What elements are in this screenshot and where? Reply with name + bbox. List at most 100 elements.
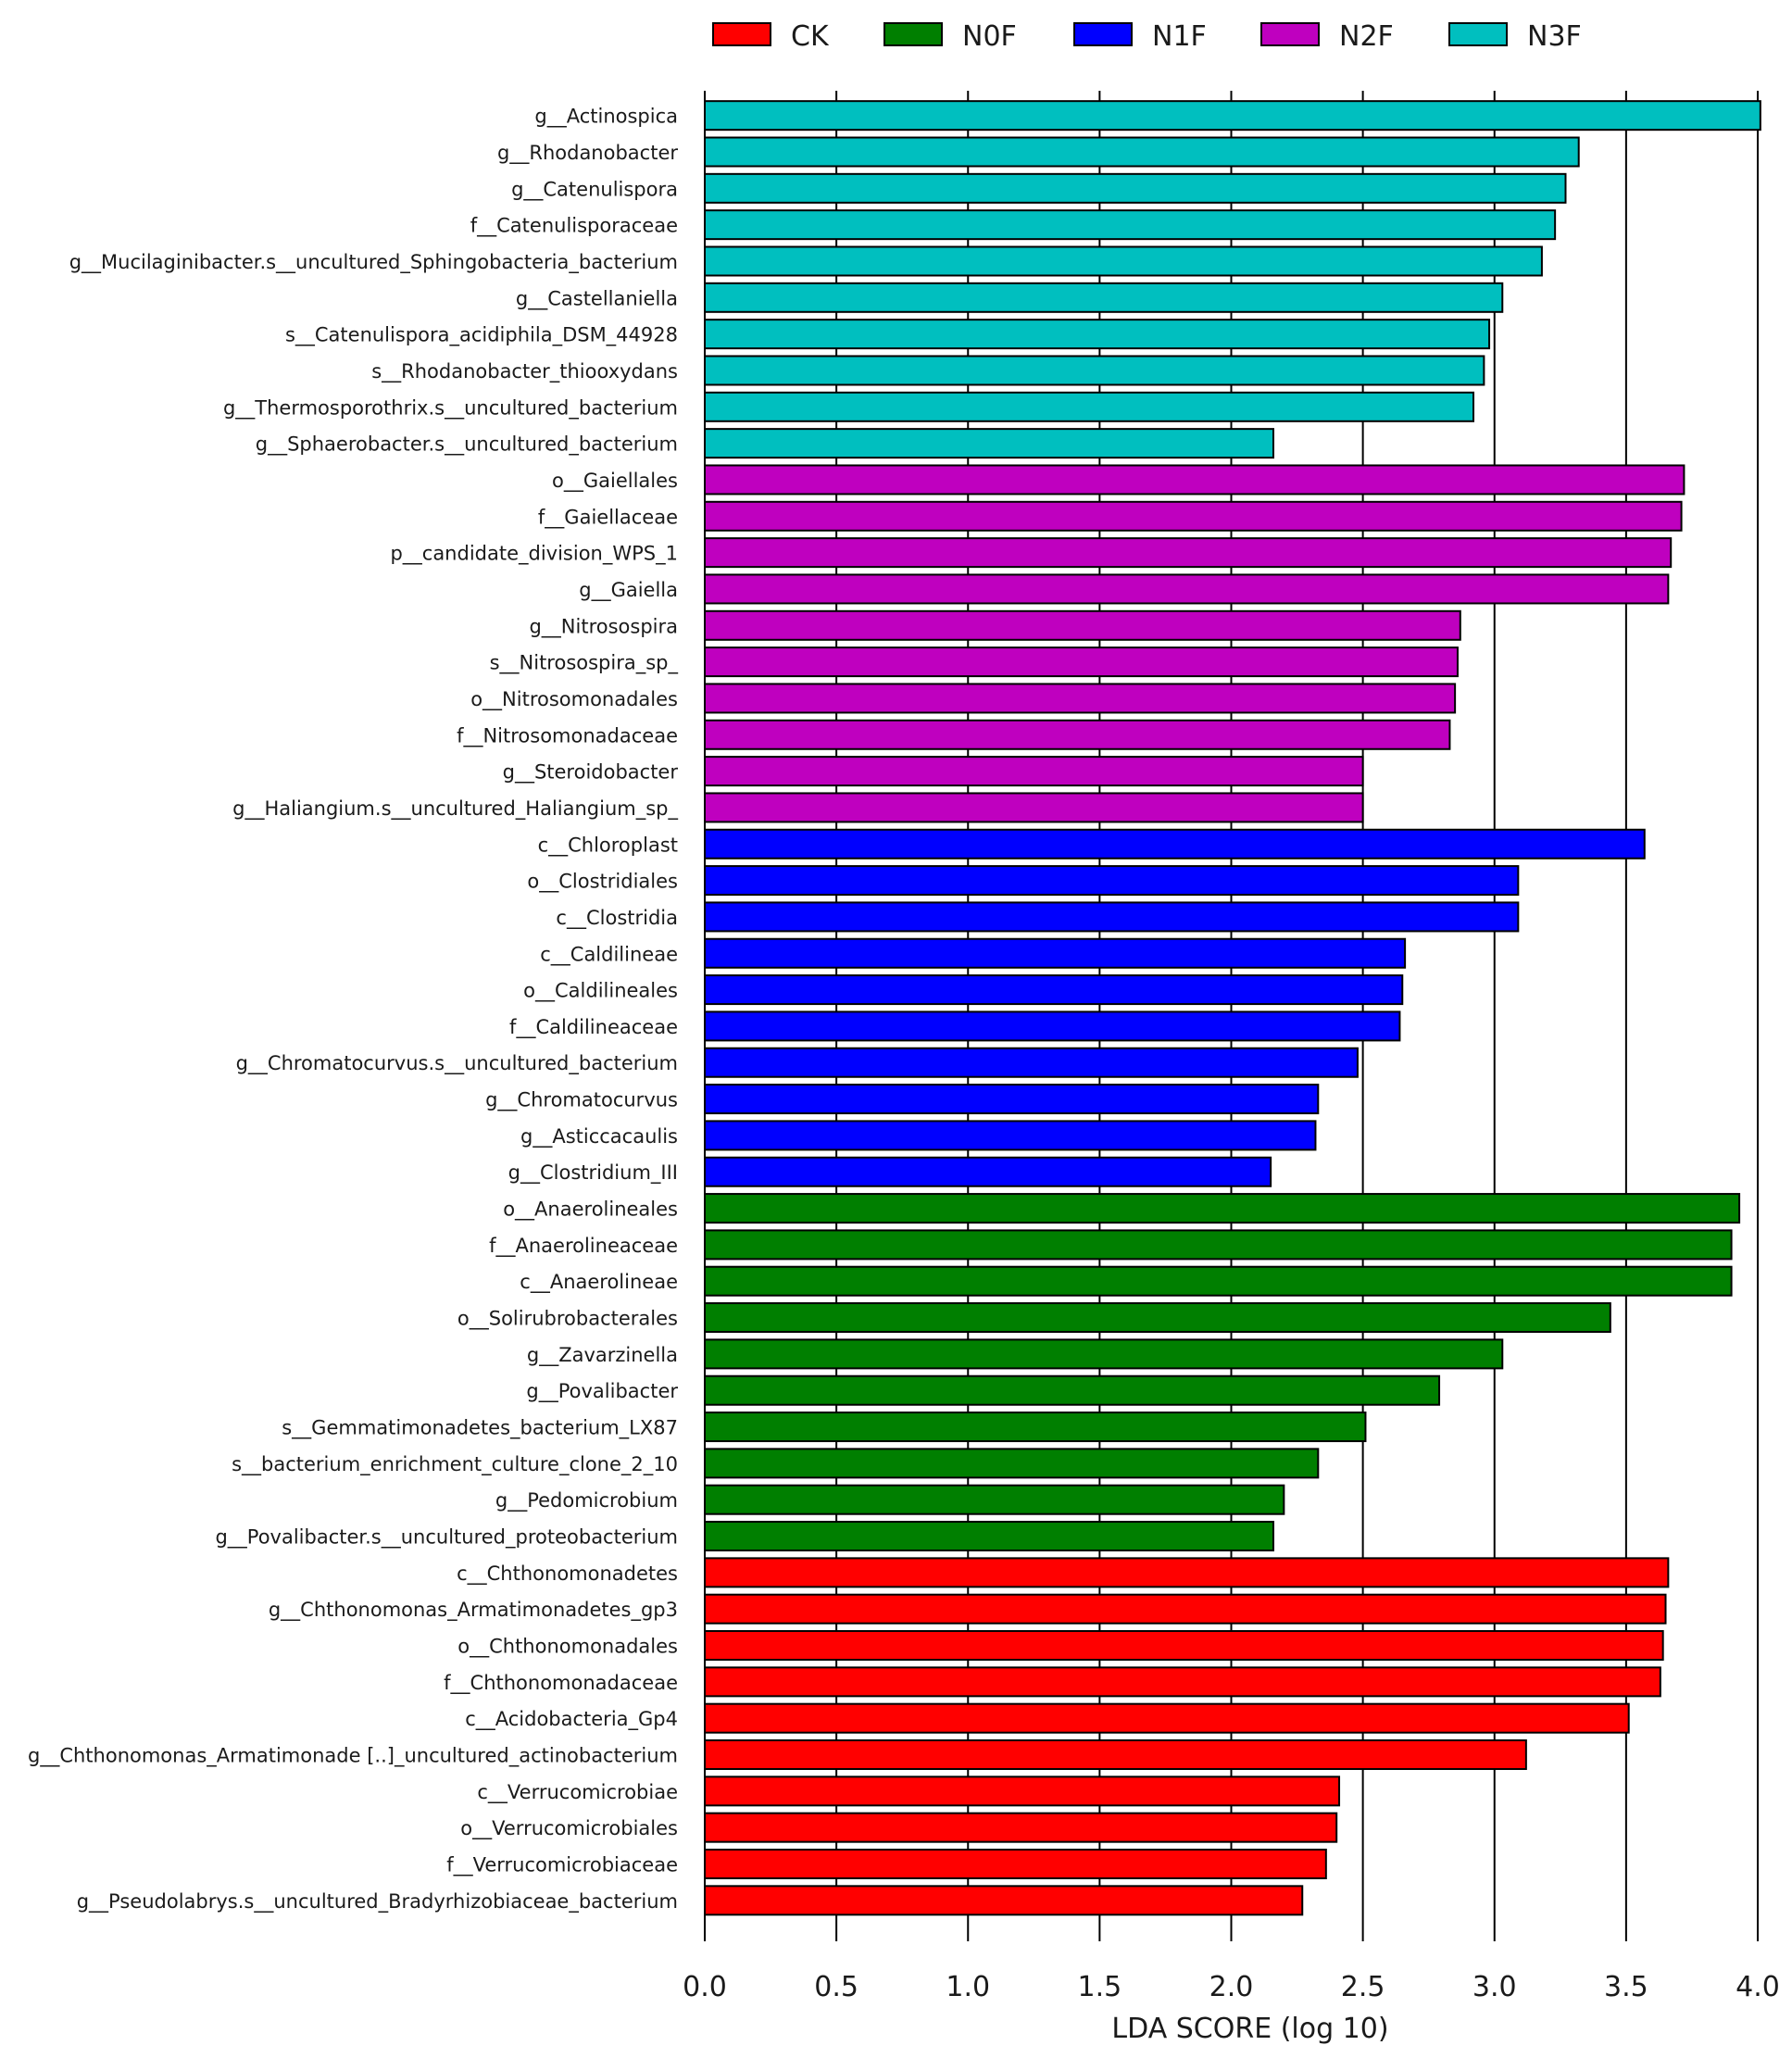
category-label: s__Nitrosospira_sp_ bbox=[490, 652, 679, 675]
legend-label-ck: CK bbox=[791, 20, 830, 53]
legend-label-n3f: N3F bbox=[1527, 20, 1582, 53]
category-label: o__Caldilineales bbox=[523, 980, 678, 1003]
bar bbox=[704, 1521, 1274, 1552]
category-label: g__Castellaniella bbox=[516, 287, 678, 310]
bar bbox=[704, 719, 1451, 750]
x-axis: 0.0 0.5 1.0 1.5 2.0 2.5 3.0 3.5 4.0 bbox=[683, 1934, 1780, 2003]
category-label: g__Povalibacter bbox=[526, 1380, 678, 1403]
bar bbox=[704, 172, 1567, 204]
bar bbox=[704, 1776, 1341, 1807]
category-label: g__Chromatocurvus.s__uncultured_bacteriu… bbox=[236, 1052, 678, 1075]
bar bbox=[704, 391, 1475, 422]
category-label: g__Povalibacter.s__uncultured_proteobact… bbox=[215, 1526, 678, 1550]
category-label: g__Clostridium_III bbox=[508, 1161, 678, 1185]
category-label: s__Catenulispora_acidiphila_DSM_44928 bbox=[285, 324, 678, 347]
bar bbox=[704, 500, 1683, 532]
category-label: g__Sphaerobacter.s__uncultured_bacterium bbox=[256, 433, 678, 457]
bar bbox=[704, 1484, 1285, 1515]
bar bbox=[704, 1412, 1367, 1443]
bar bbox=[704, 1812, 1338, 1843]
legend: CK N0F N1F N2F N3F bbox=[712, 20, 1582, 53]
category-label: o__Verrucomicrobiales bbox=[460, 1817, 678, 1840]
category-label: g__Steroidobacter bbox=[503, 761, 679, 784]
bar bbox=[704, 646, 1459, 678]
bar bbox=[704, 1593, 1667, 1625]
bar bbox=[704, 1739, 1527, 1771]
bar bbox=[704, 1084, 1320, 1115]
category-label: f__Chthonomonadaceae bbox=[444, 1672, 678, 1695]
x-tick-label: 1.0 bbox=[946, 1971, 990, 2003]
category-label: g__Actinospica bbox=[534, 106, 678, 129]
bar bbox=[704, 537, 1673, 569]
category-label: o__Anaerolineales bbox=[503, 1198, 678, 1222]
category-label: g__Zavarzinella bbox=[527, 1344, 678, 1367]
category-label: g__Catenulispora bbox=[511, 178, 678, 201]
category-label: f__Catenulisporaceae bbox=[470, 215, 678, 238]
category-label: c__Chthonomonadetes bbox=[457, 1562, 678, 1586]
bar bbox=[704, 355, 1485, 386]
bar bbox=[704, 573, 1670, 605]
bar bbox=[704, 683, 1457, 714]
bar bbox=[704, 609, 1461, 641]
bar bbox=[704, 1265, 1733, 1297]
bars bbox=[704, 100, 1761, 1916]
category-label: f__Caldilineaceae bbox=[509, 1016, 678, 1039]
category-label: s__bacterium_enrichment_culture_clone_2_… bbox=[232, 1453, 678, 1476]
bar bbox=[704, 974, 1404, 1006]
category-label: g__Chromatocurvus bbox=[485, 1089, 678, 1112]
category-label: g__Haliangium.s__uncultured_Haliangium_s… bbox=[232, 797, 678, 821]
bar bbox=[704, 865, 1520, 897]
bar bbox=[704, 319, 1491, 350]
category-label: c__Caldilineae bbox=[540, 943, 678, 966]
legend-swatch-n1f bbox=[1073, 22, 1133, 46]
legend-label-n1f: N1F bbox=[1152, 20, 1207, 53]
x-tick-label: 4.0 bbox=[1736, 1971, 1780, 2003]
category-label: o__Nitrosomonadales bbox=[470, 688, 678, 711]
bar bbox=[704, 464, 1685, 496]
bar bbox=[704, 1666, 1661, 1698]
category-label: c__Verrucomicrobiae bbox=[477, 1781, 678, 1804]
bar bbox=[704, 1302, 1611, 1334]
category-label: c__Acidobacteria_Gp4 bbox=[465, 1708, 678, 1731]
category-label: o__Chthonomonadales bbox=[457, 1636, 678, 1659]
bar bbox=[704, 1885, 1304, 1916]
bar bbox=[704, 1630, 1664, 1662]
category-label: o__Clostridiales bbox=[527, 871, 678, 894]
bar bbox=[704, 1156, 1272, 1187]
bar bbox=[704, 209, 1557, 241]
category-label: f__Anaerolineaceae bbox=[489, 1235, 678, 1258]
legend-label-n0f: N0F bbox=[962, 20, 1017, 53]
legend-swatch-n3f bbox=[1448, 22, 1508, 46]
category-label: g__Nitrosospira bbox=[529, 615, 678, 638]
bar bbox=[704, 756, 1364, 787]
bar bbox=[704, 937, 1407, 969]
bar bbox=[704, 901, 1520, 933]
bar bbox=[704, 1557, 1670, 1588]
bar bbox=[704, 428, 1274, 459]
category-label: g__Mucilaginibacter.s__uncultured_Sphing… bbox=[69, 251, 678, 274]
x-tick-label: 3.5 bbox=[1604, 1971, 1648, 2003]
category-label: o__Gaiellales bbox=[552, 470, 678, 493]
category-label: p__candidate_division_WPS_1 bbox=[390, 543, 678, 566]
category-label: s__Rhodanobacter_thiooxydans bbox=[371, 360, 678, 383]
category-label: g__Pedomicrobium bbox=[495, 1489, 678, 1512]
category-labels: g__Actinospica g__Rhodanobacter g__Catenul… bbox=[28, 106, 678, 1914]
category-label: c__Chloroplast bbox=[538, 834, 678, 857]
category-label: f__Gaiellaceae bbox=[538, 506, 678, 529]
legend-swatch-ck bbox=[712, 22, 771, 46]
x-tick-label: 2.0 bbox=[1209, 1971, 1254, 2003]
bar bbox=[704, 1010, 1401, 1042]
bar bbox=[704, 1448, 1320, 1479]
bar bbox=[704, 1849, 1327, 1880]
x-tick-label: 0.0 bbox=[683, 1971, 727, 2003]
legend-swatch-n2f bbox=[1260, 22, 1320, 46]
x-tick-label: 1.5 bbox=[1078, 1971, 1122, 2003]
bar bbox=[704, 1229, 1733, 1261]
bar bbox=[704, 136, 1580, 168]
bar bbox=[704, 1120, 1317, 1151]
bar bbox=[704, 245, 1543, 277]
bar bbox=[704, 1374, 1441, 1406]
category-label: c__Anaerolineae bbox=[520, 1271, 678, 1294]
bar bbox=[704, 100, 1761, 132]
